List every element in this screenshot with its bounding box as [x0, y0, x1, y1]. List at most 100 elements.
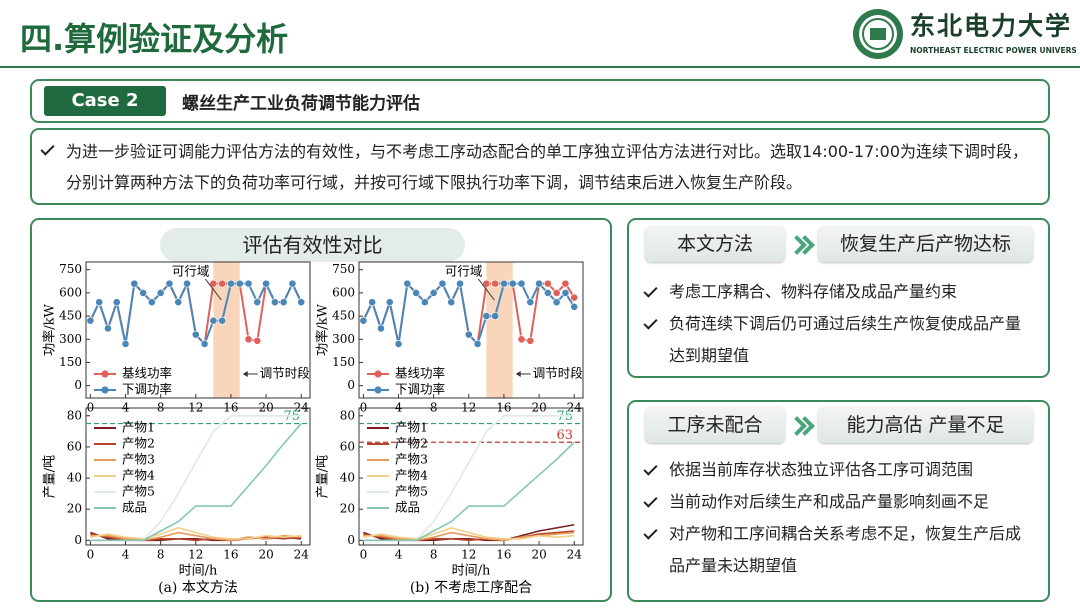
data-point: [517, 335, 526, 344]
legend-label: 产物1: [122, 420, 155, 435]
data-point: [270, 298, 279, 307]
data-point: [183, 279, 191, 288]
case-box: Case 2 螺丝生产工业负荷调节能力评估: [30, 79, 1050, 123]
y-axis-label: 功率/kW: [42, 304, 58, 356]
bullet-point: 当前动作对后续生产和成品产量影响刻画不足: [627, 486, 1027, 518]
data-point: [500, 279, 508, 288]
annotation: 可行域: [172, 264, 210, 279]
data-point: [139, 289, 147, 297]
legend-label: 产物2: [122, 436, 155, 451]
y-tick-label: 80: [340, 408, 355, 422]
intro-box: 为进一步验证可调能力评估方法的有效性，与不考虑工序动态配合的单工序独立评估方法进…: [30, 128, 1050, 205]
bullet-text: 依据当前库存状态独立评估各工序可调范围: [669, 460, 974, 479]
x-tick-label: 24: [567, 548, 583, 562]
method-name: 本文方法: [645, 226, 785, 262]
data-point: [244, 335, 253, 344]
legend-label: 产物5: [395, 484, 428, 499]
y-tick-label: 750: [332, 262, 355, 276]
data-point: [209, 316, 218, 325]
x-tick-label: 20: [531, 548, 546, 562]
data-point: [535, 279, 543, 288]
legend-marker: [374, 386, 382, 394]
data-point: [570, 302, 579, 311]
adjust-period: [486, 262, 513, 398]
data-point: [95, 298, 104, 307]
x-axis-label: 时间/h: [179, 564, 218, 579]
x-tick-label: 12: [461, 548, 476, 562]
data-point: [253, 298, 262, 307]
case-label: Case 2: [44, 86, 166, 116]
bullet-text: 对产物和工序间耦合关系考虑不足，恢复生产后成品产量未达期望值: [669, 524, 1022, 575]
y-tick-label: 600: [59, 285, 82, 299]
data-point: [438, 279, 447, 288]
plot-frame: [85, 407, 311, 546]
data-point: [86, 316, 95, 325]
point-list: 依据当前库存状态独立评估各工序可调范围 当前动作对后续生产和成品产量影响刻画不足对…: [627, 454, 1027, 582]
header-rule: [0, 66, 1080, 68]
y-tick-label: 150: [59, 355, 82, 369]
annotation-arrow-head: [242, 371, 248, 377]
method-name: 工序未配合: [645, 407, 785, 443]
data-point: [297, 298, 306, 307]
chart-caption: (b) 不考虑工序配合: [410, 580, 532, 596]
annotation-arrow: [477, 278, 495, 301]
legend-label: 产物1: [395, 420, 428, 435]
data-point: [200, 340, 209, 348]
data-point: [526, 336, 535, 345]
data-point: [174, 298, 183, 307]
data-point: [165, 279, 174, 288]
data-point: [552, 289, 561, 297]
data-point: [368, 298, 377, 307]
y-tick-label: 450: [332, 309, 355, 323]
series-line: [90, 531, 302, 542]
data-point: [253, 336, 262, 345]
data-point: [561, 289, 570, 297]
x-tick-label: 0: [87, 548, 95, 562]
data-point: [447, 298, 456, 307]
y-axis-label: 产量/吨: [43, 455, 58, 498]
data-point: [209, 279, 218, 288]
y-tick-label: 0: [74, 378, 82, 392]
legend-label: 下调功率: [122, 382, 172, 397]
legend-label: 产物3: [122, 452, 155, 467]
data-point: [420, 298, 429, 307]
x-tick-label: 4: [395, 548, 403, 562]
annotation-arrow: [204, 278, 222, 301]
x-tick-label: 16: [496, 548, 511, 562]
y-axis-label: 产量/吨: [316, 455, 331, 498]
series-line: [363, 441, 575, 542]
intro-text: 为进一步验证可调能力评估方法的有效性，与不考虑工序动态配合的单工序独立评估方法进…: [66, 142, 1028, 192]
logo-name: 东北电力大学: [910, 12, 1072, 41]
y-tick-label: 150: [332, 355, 355, 369]
data-point: [262, 279, 270, 288]
y-tick-label: 40: [67, 471, 82, 485]
y-tick-label: 20: [340, 502, 355, 516]
legend-label: 基线功率: [395, 366, 445, 381]
data-point: [279, 298, 288, 307]
case-title: 螺丝生产工业负荷调节能力评估: [182, 94, 420, 114]
x-tick-label: 16: [223, 548, 238, 562]
data-point: [112, 298, 121, 307]
data-point: [543, 289, 552, 297]
data-point: [429, 289, 438, 297]
x-tick-label: 8: [430, 548, 438, 562]
legend-label: 产物4: [122, 468, 155, 483]
x-tick-label: 8: [157, 548, 165, 562]
legend-label: 产物4: [395, 468, 428, 483]
legend-label: 成品: [122, 500, 147, 515]
series-line: [90, 423, 302, 542]
data-point: [227, 279, 235, 288]
slide-title: 四.算例验证及分析: [20, 20, 289, 58]
x-tick-label: 0: [360, 548, 368, 562]
legend-label: 产物2: [395, 436, 428, 451]
data-point: [121, 340, 130, 348]
logo: 东北电力大学 NORTHEAST ELECTRIC POWER UNIVERSI…: [853, 9, 1076, 59]
y-axis-label: 功率/kW: [315, 304, 331, 356]
series-line: [90, 527, 302, 540]
adjust-period: [213, 262, 240, 398]
data-point: [412, 289, 420, 297]
bullet-text: 当前动作对后续生产和成品产量影响刻画不足: [669, 492, 990, 511]
data-point: [456, 279, 464, 288]
y-tick-label: 0: [347, 378, 355, 392]
